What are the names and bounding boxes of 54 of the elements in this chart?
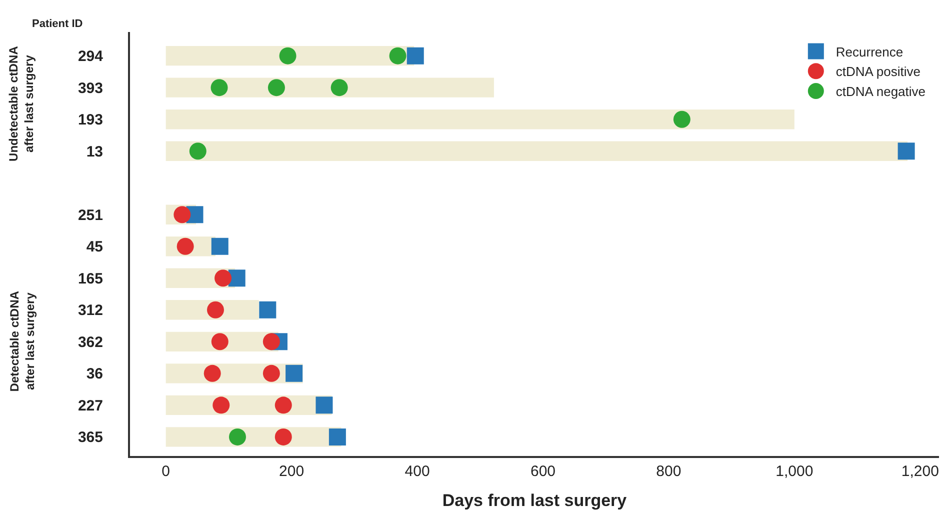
x-tick-label: 1,000	[776, 463, 814, 480]
y-tick-label: 362	[78, 334, 103, 351]
point	[406, 47, 424, 64]
y-tick-label: 312	[78, 302, 103, 320]
point	[328, 428, 346, 446]
point	[330, 79, 348, 96]
legend-label: Recurrence	[836, 44, 904, 60]
y-tick-label: 36	[86, 366, 103, 383]
point	[204, 364, 221, 382]
y-tick-label: 365	[78, 429, 103, 446]
point	[389, 47, 406, 64]
bar	[166, 78, 494, 98]
point	[268, 79, 285, 96]
point	[214, 270, 232, 287]
point	[228, 270, 246, 287]
point	[274, 428, 292, 446]
point	[229, 428, 246, 446]
point	[262, 333, 280, 350]
x-axis-title: Days from last surgery	[442, 490, 628, 510]
text: Undetectable ctDNA after last surgery	[6, 46, 36, 162]
point	[286, 364, 303, 382]
point	[211, 333, 228, 350]
point	[212, 396, 230, 414]
point	[262, 364, 280, 382]
x-tick-label: 400	[404, 463, 430, 480]
y-tick-label: 193	[78, 112, 103, 129]
point	[210, 79, 228, 96]
legend-label: ctDNA positive	[836, 64, 920, 80]
x-tick-label: 200	[279, 463, 304, 480]
y-tick-label: 45	[86, 238, 103, 256]
text: Patient ID	[32, 18, 83, 30]
legend-label: ctDNA negative	[836, 84, 926, 100]
point	[279, 47, 296, 64]
y-tick-label: 13	[86, 143, 103, 160]
point	[316, 396, 333, 414]
text: Detectable ctDNA after last surgery	[7, 290, 37, 392]
point	[274, 396, 292, 414]
x-tick-label: 0	[162, 463, 170, 480]
y-tick-label: 294	[78, 48, 104, 66]
y-tick-label: 393	[78, 80, 103, 97]
y-tick-label: 251	[78, 206, 103, 224]
point	[259, 301, 276, 318]
bar	[166, 141, 908, 161]
bar	[166, 110, 794, 130]
point	[898, 142, 915, 160]
y-tick-label: 165	[78, 270, 103, 288]
point	[189, 142, 206, 160]
x-tick-label: 800	[656, 463, 682, 480]
x-tick-label: 1,200	[901, 463, 939, 480]
point	[211, 238, 228, 255]
x-tick-label: 600	[530, 463, 556, 480]
point	[207, 301, 224, 318]
point	[673, 110, 690, 128]
y-tick-label: 227	[78, 397, 103, 414]
